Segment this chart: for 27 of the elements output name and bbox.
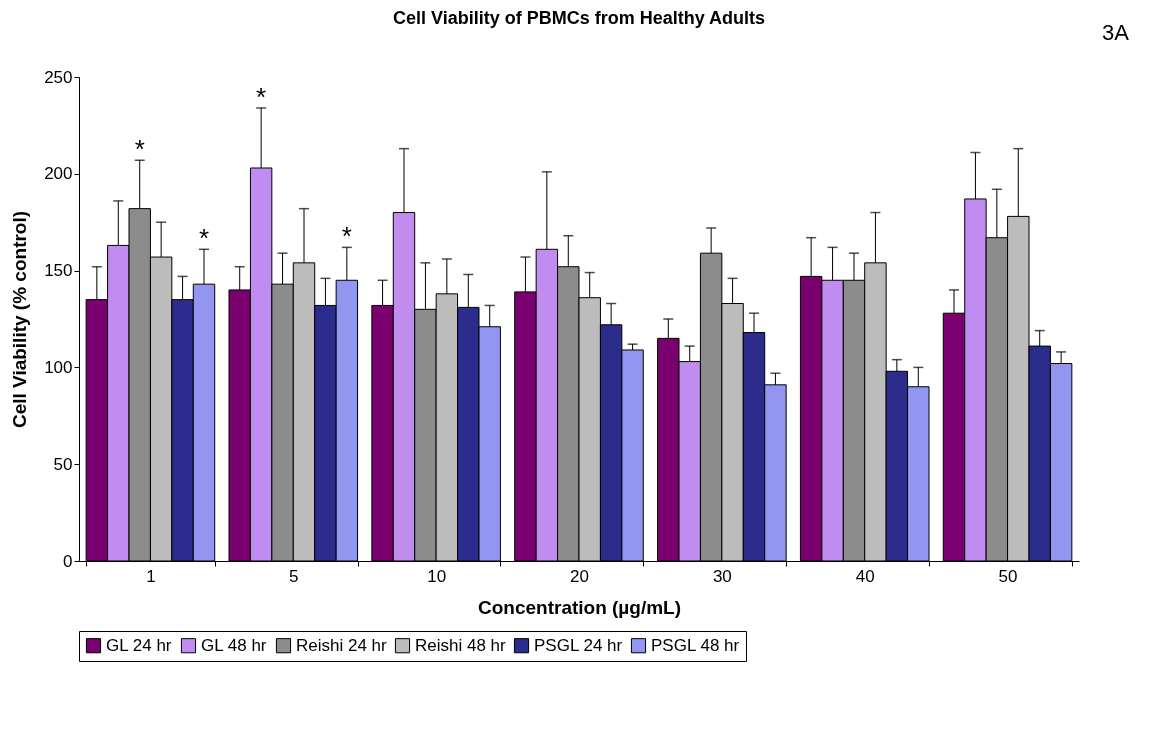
y-axis-title: Cell Viability (% control) <box>9 210 31 429</box>
y-tick-label: 200 <box>44 164 73 184</box>
legend-label: GL 24 hr <box>106 635 172 655</box>
data-label: * <box>134 134 145 165</box>
x-tick-label: 1 <box>146 566 156 586</box>
data-label: * <box>341 221 352 252</box>
legend-label: PSGL 48 hr <box>651 635 740 655</box>
x-axis-title: Concentration (µg/mL) <box>477 596 682 618</box>
x-tick-label: 50 <box>998 566 1018 586</box>
legend-label: Reishi 48 hr <box>415 635 507 655</box>
x-tick-label: 5 <box>289 566 299 586</box>
y-tick-label: 50 <box>53 454 73 474</box>
x-tick-label: 20 <box>570 566 589 586</box>
y-tick-label: 150 <box>44 261 73 281</box>
y-tick-label: 0 <box>63 551 73 571</box>
legend-label: Reishi 24 hr <box>296 635 388 655</box>
legend-label: PSGL 24 hr <box>534 635 623 655</box>
legend-label: GL 48 hr <box>201 635 267 655</box>
x-tick-label: 10 <box>427 566 447 586</box>
data-label: * <box>256 81 267 112</box>
y-tick-label: 100 <box>44 357 73 377</box>
y-tick-label: 250 <box>44 67 73 87</box>
x-tick-label: 30 <box>712 566 732 586</box>
chart-title: Cell Viability of PBMCs from Healthy Adults <box>392 8 766 28</box>
text: 3A <box>1102 20 1129 46</box>
data-label: * <box>198 223 210 254</box>
x-tick-label: 40 <box>855 566 875 586</box>
